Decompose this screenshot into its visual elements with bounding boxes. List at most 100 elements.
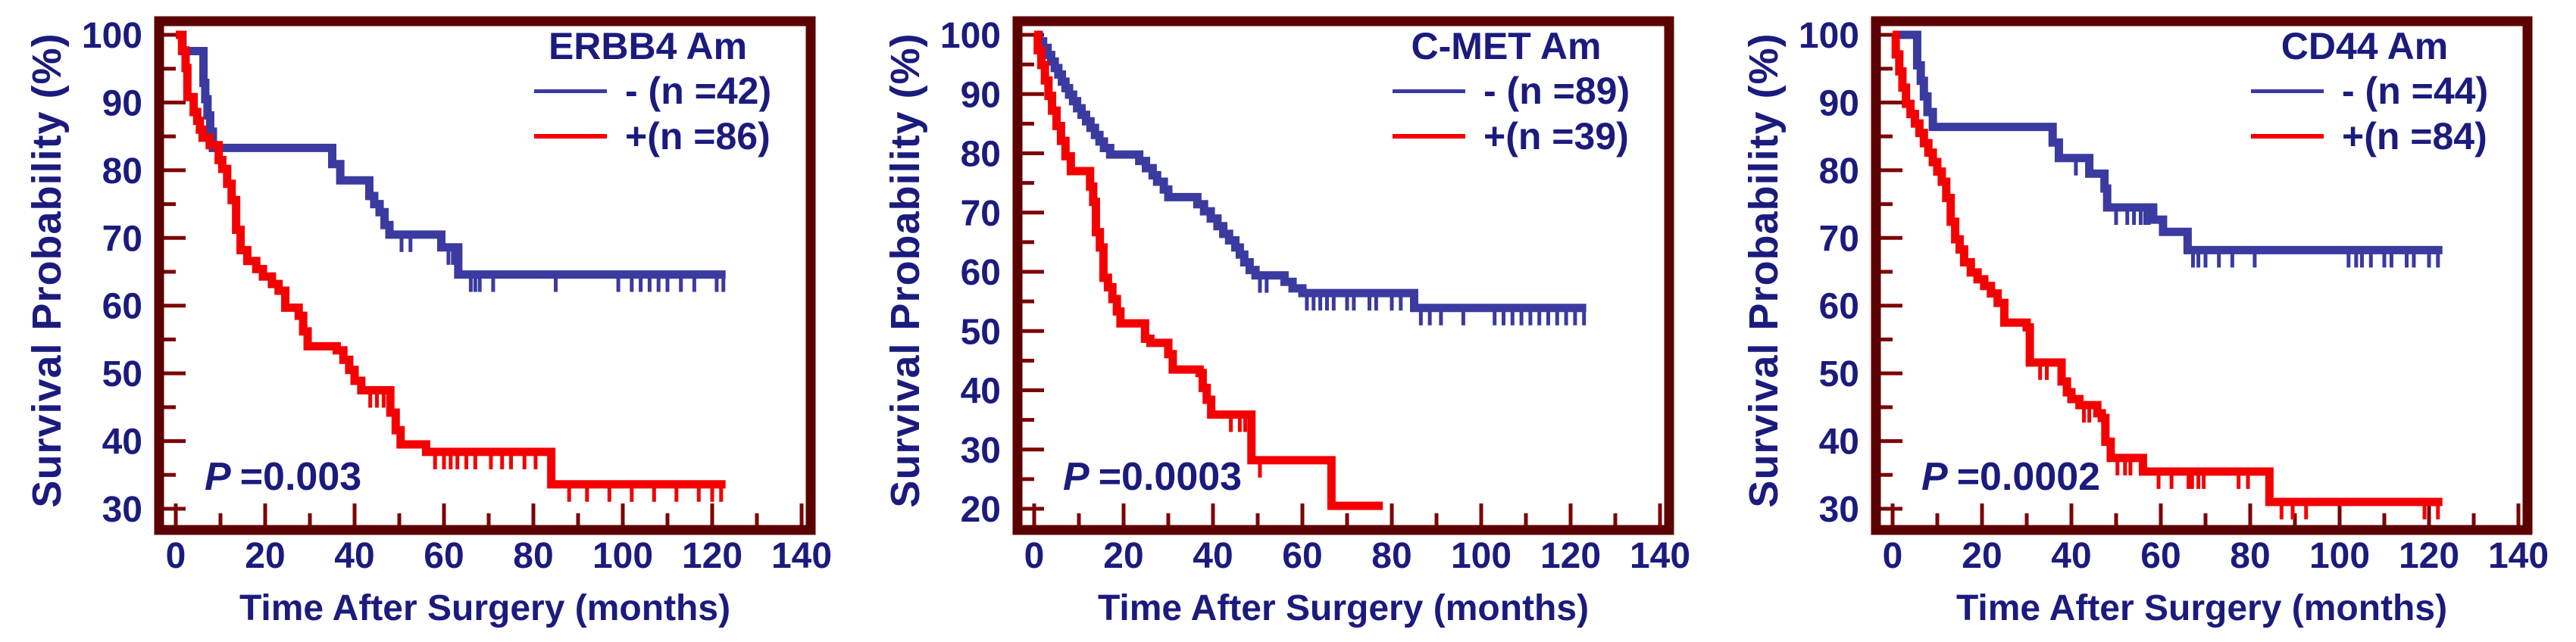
legend-label-negative: - (n =42) xyxy=(625,70,772,112)
censor-ticks-positive xyxy=(2038,365,2440,520)
x-tick-label: 120 xyxy=(1540,536,1601,576)
x-axis-label: Time After Surgery (months) xyxy=(1097,588,1590,628)
y-tick-label: 60 xyxy=(102,287,142,327)
km-plot-cmet: 20 30 40 50 60 70 80 90 100 0 20 40 60 80 100 120 140 xyxy=(940,16,1690,576)
legend-line-negative xyxy=(2251,89,2324,93)
y-tick-label: 100 xyxy=(82,16,142,56)
legend-label-positive: +(n =84) xyxy=(2342,115,2487,157)
y-tick-label: 50 xyxy=(1819,354,1859,394)
y-tick-labels: 30 40 50 60 70 80 90 100 xyxy=(1799,16,1859,530)
panel-title: C-MET Am xyxy=(1411,25,1602,67)
x-tick-label: 100 xyxy=(2309,536,2370,576)
y-tick-label: 20 xyxy=(961,490,1001,530)
legend-item-negative: - (n =44) xyxy=(2187,70,2543,112)
y-tick-label: 60 xyxy=(961,253,1001,293)
x-tick-label: 40 xyxy=(2051,536,2091,576)
legend-item-negative: - (n =42) xyxy=(470,70,826,112)
panel-title: CD44 Am xyxy=(2281,25,2449,67)
km-panel-cmet: 20 30 40 50 60 70 80 90 100 0 20 40 60 80 100 120 140 Su… xyxy=(858,0,1717,642)
survival-curve-negative xyxy=(176,30,726,279)
km-panel-erbb4: 30 40 50 60 70 80 90 100 0 20 40 60 80 100 120 140 Surv… xyxy=(0,0,858,642)
p-symbol: P xyxy=(1063,455,1089,499)
censor-ticks-positive xyxy=(1229,417,1262,478)
legend: C-MET Am - (n =89) +(n =39) xyxy=(1328,26,1684,157)
x-tick-label: 140 xyxy=(771,536,832,576)
survival-curve-positive xyxy=(1891,30,2443,506)
y-tick-label: 60 xyxy=(1819,287,1859,327)
x-tick-label: 80 xyxy=(2230,536,2270,576)
legend-item-positive: +(n =86) xyxy=(470,115,826,157)
p-number: =0.0002 xyxy=(1956,455,2101,499)
survival-curve-negative xyxy=(1893,30,2443,254)
survival-curve-negative xyxy=(1034,30,1587,313)
legend-label-positive: +(n =86) xyxy=(625,115,771,157)
x-axis-ticks xyxy=(1032,503,1662,526)
y-tick-label: 30 xyxy=(961,431,1001,471)
y-axis-label: Survival Probability (%) xyxy=(1741,33,1787,508)
y-axis-ticks xyxy=(1021,33,1044,511)
legend-item-negative: - (n =89) xyxy=(1328,70,1684,112)
y-tick-label: 50 xyxy=(961,312,1001,352)
legend-item-positive: +(n =39) xyxy=(1328,115,1684,157)
y-axis-ticks xyxy=(163,33,186,511)
x-tick-label: 0 xyxy=(1883,536,1903,576)
p-symbol: P xyxy=(1921,455,1948,499)
p-value: P =0.003 xyxy=(205,454,361,500)
panel-title: ERBB4 Am xyxy=(548,25,748,67)
x-axis-ticks xyxy=(1890,503,2521,526)
km-panel-cd44: 30 40 50 60 70 80 90 100 0 20 40 60 80 100 120 140 Surv… xyxy=(1717,0,2575,642)
legend-line-positive xyxy=(2251,134,2324,139)
x-tick-label: 20 xyxy=(1962,536,2002,576)
x-tick-labels: 0 20 40 60 80 100 120 140 xyxy=(166,536,832,576)
x-tick-label: 100 xyxy=(592,536,653,576)
y-tick-label: 90 xyxy=(1819,83,1859,123)
y-tick-label: 50 xyxy=(102,354,142,394)
x-tick-label: 120 xyxy=(682,536,742,576)
y-tick-label: 90 xyxy=(961,75,1001,115)
x-tick-label: 0 xyxy=(1024,536,1045,576)
x-tick-label: 100 xyxy=(1451,536,1512,576)
plot-frame xyxy=(154,16,816,535)
legend: ERBB4 Am - (n =42) +(n =86) xyxy=(470,26,826,157)
y-tick-label: 80 xyxy=(102,151,142,192)
km-plot-erbb4: 30 40 50 60 70 80 90 100 0 20 40 60 80 100 120 140 xyxy=(82,16,832,576)
x-tick-label: 40 xyxy=(1193,536,1233,576)
y-tick-labels: 20 30 40 50 60 70 80 90 100 xyxy=(940,16,1001,530)
y-tick-labels: 30 40 50 60 70 80 90 100 xyxy=(82,16,142,530)
y-tick-label: 70 xyxy=(961,194,1001,234)
y-axis-label: Survival Probability (%) xyxy=(883,33,928,508)
y-tick-label: 100 xyxy=(1799,16,1859,56)
y-tick-label: 40 xyxy=(1819,422,1859,463)
y-tick-label: 80 xyxy=(961,135,1001,175)
x-tick-label: 60 xyxy=(2140,536,2181,576)
censor-ticks-negative xyxy=(399,237,726,292)
x-tick-label: 0 xyxy=(166,536,186,576)
p-symbol: P xyxy=(205,455,231,499)
legend-label-positive: +(n =39) xyxy=(1483,115,1629,157)
p-value: P =0.0002 xyxy=(1921,454,2100,500)
legend-line-negative xyxy=(1393,89,1465,93)
x-tick-label: 20 xyxy=(1103,536,1143,576)
y-tick-label: 80 xyxy=(1819,151,1859,192)
p-number: =0.0003 xyxy=(1098,455,1243,499)
censor-ticks-negative xyxy=(1258,278,1587,326)
x-tick-label: 60 xyxy=(424,536,464,576)
y-tick-label: 100 xyxy=(940,16,1001,56)
y-tick-label: 70 xyxy=(1819,219,1859,259)
x-tick-label: 20 xyxy=(245,536,285,576)
x-tick-label: 40 xyxy=(334,536,374,576)
x-tick-labels: 0 20 40 60 80 100 120 140 xyxy=(1024,536,1690,576)
y-tick-label: 90 xyxy=(102,83,142,123)
y-tick-label: 30 xyxy=(1819,490,1859,530)
legend: CD44 Am - (n =44) +(n =84) xyxy=(2187,26,2543,157)
censor-ticks-negative xyxy=(2074,160,2440,268)
x-tick-label: 140 xyxy=(1630,536,1690,576)
x-tick-label: 80 xyxy=(513,536,553,576)
survival-curve-positive xyxy=(1033,30,1383,510)
x-axis-label: Time After Surgery (months) xyxy=(1955,588,2448,628)
y-tick-label: 40 xyxy=(961,372,1001,412)
legend-label-negative: - (n =89) xyxy=(1483,70,1630,112)
plot-frame xyxy=(1012,16,1674,535)
x-tick-label: 120 xyxy=(2399,536,2459,576)
